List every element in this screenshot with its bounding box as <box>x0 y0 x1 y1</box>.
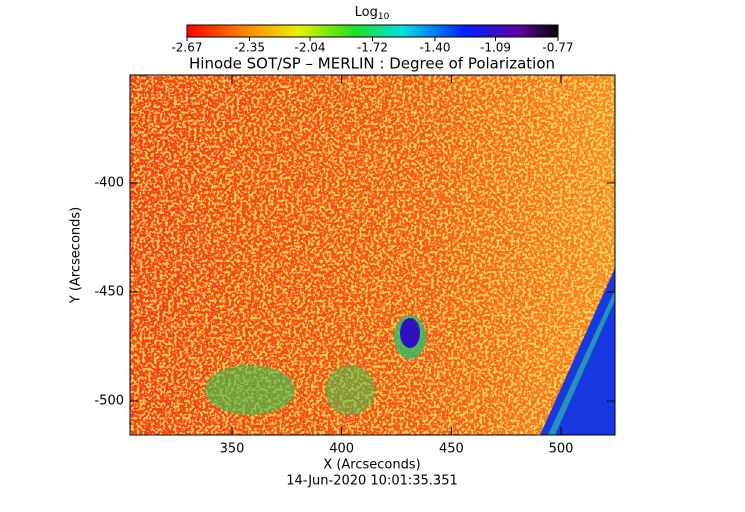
colorbar <box>186 24 559 38</box>
x-tick-label: 400 <box>329 442 354 457</box>
colorbar-tick-label: -1.40 <box>419 41 450 55</box>
x-tick-label: 450 <box>439 442 464 457</box>
x-tick-label: 500 <box>549 442 574 457</box>
colorbar-tick-label: -2.67 <box>171 41 202 55</box>
colorbar-label: Log10 <box>355 5 390 22</box>
solar-image <box>130 75 615 435</box>
chart-title: Hinode SOT/SP – MERLIN : Degree of Polar… <box>189 55 555 73</box>
y-axis-label: Y (Arcseconds) <box>69 207 84 304</box>
x-tick-label: 350 <box>220 442 245 457</box>
plot-frame <box>129 74 616 436</box>
x-axis-label: X (Arcseconds) <box>323 458 420 473</box>
colorbar-tick-label: -1.72 <box>357 41 388 55</box>
y-tick-label: -450 <box>94 284 124 299</box>
y-tick-label: -500 <box>94 393 124 408</box>
colorbar-label-sub: 10 <box>378 12 390 22</box>
y-tick-label: -400 <box>94 175 124 190</box>
footer-date: 14-Jun-2020 10:01:35.351 <box>286 474 458 489</box>
colorbar-tick-label: -2.35 <box>234 41 265 55</box>
colorbar-tick-label: -2.04 <box>294 41 325 55</box>
colorbar-tick-label: -0.77 <box>542 41 573 55</box>
colorbar-tick-label: -1.09 <box>480 41 511 55</box>
colorbar-label-main: Log <box>355 5 378 20</box>
